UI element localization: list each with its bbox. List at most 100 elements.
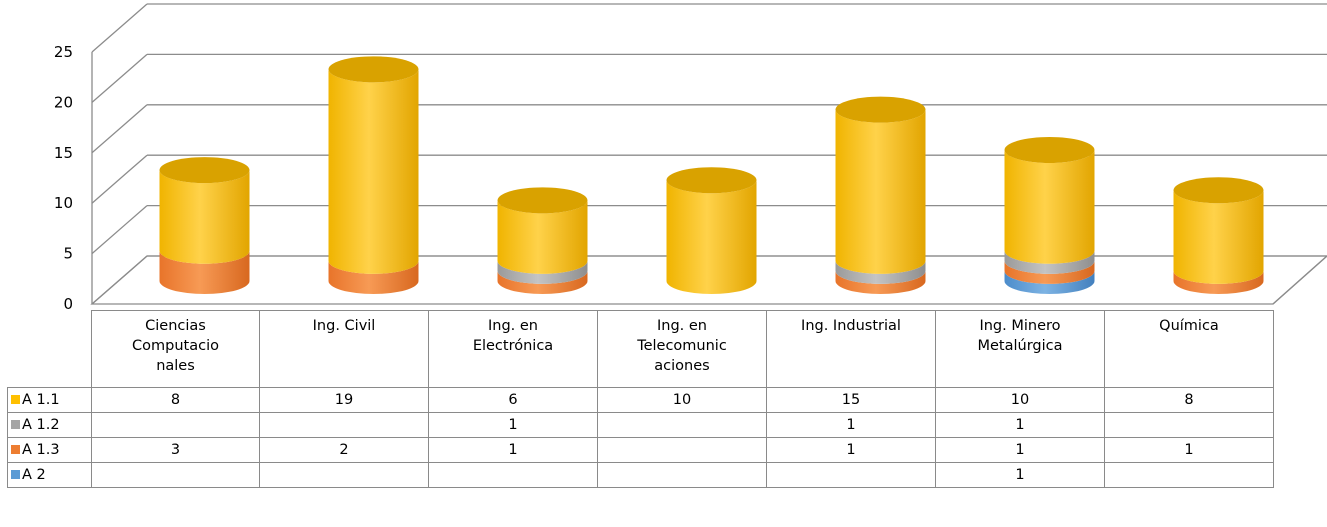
category-label: Química xyxy=(1104,310,1274,388)
legend-swatch xyxy=(11,395,20,404)
data-label xyxy=(1104,462,1274,488)
category-label: Ing. en Electrónica xyxy=(428,310,598,388)
gridline xyxy=(91,53,1327,103)
category-label-line: Química xyxy=(1159,318,1219,334)
data-label: 1 xyxy=(766,437,936,463)
data-label: 15 xyxy=(766,387,936,413)
bar-segment-A1-2 xyxy=(835,260,926,284)
legend-label: A 1.3 xyxy=(22,442,60,458)
bar-segment-A1-3 xyxy=(1004,260,1095,284)
legend-entry: A 2 xyxy=(7,462,92,488)
legend-swatch xyxy=(11,420,20,429)
table-row: A 1.3 3 2 1 1 1 1 xyxy=(7,437,1274,463)
bar-stack xyxy=(1004,136,1095,294)
legend-entry: A 1.1 xyxy=(7,387,92,413)
data-label xyxy=(597,462,767,488)
bar-top-cap xyxy=(1173,177,1264,204)
bars xyxy=(159,56,1264,294)
legend-label: A 2 xyxy=(22,467,46,483)
category-label: Ing. Minero Metalúrgica xyxy=(935,310,1105,388)
category-label-line: Ing. en xyxy=(657,318,707,334)
category-label-line: Ing. Minero xyxy=(979,318,1061,334)
data-label xyxy=(91,412,260,438)
data-label xyxy=(259,462,429,488)
data-label xyxy=(259,412,429,438)
bar-segment-A1-1 xyxy=(497,200,588,274)
bar-segment-A1-3 xyxy=(159,250,250,294)
legend-swatch xyxy=(11,445,20,454)
data-label: 1 xyxy=(428,412,598,438)
bar-segment-A1-3 xyxy=(497,270,588,294)
data-label: 19 xyxy=(259,387,429,413)
data-label: 10 xyxy=(935,387,1105,413)
data-label: 2 xyxy=(259,437,429,463)
data-label xyxy=(428,462,598,488)
data-label: 8 xyxy=(91,387,260,413)
bar-stack xyxy=(1173,177,1264,294)
chart: 0 5 10 15 20 25 xyxy=(54,3,1327,312)
y-tick-label: 25 xyxy=(54,43,73,61)
data-label: 10 xyxy=(597,387,767,413)
data-label xyxy=(91,462,260,488)
category-label-line: Ing. en xyxy=(488,318,538,334)
data-label: 1 xyxy=(766,412,936,438)
y-tick-label: 15 xyxy=(54,144,73,162)
bar-stack xyxy=(497,187,588,294)
category-label-line: Metalúrgica xyxy=(977,338,1063,354)
data-label: 3 xyxy=(91,437,260,463)
data-label: 1 xyxy=(935,412,1105,438)
gridline xyxy=(91,104,1327,154)
bar-stack xyxy=(159,157,250,294)
data-label xyxy=(597,412,767,438)
bar-segment-A1-1 xyxy=(835,109,926,274)
gridline xyxy=(91,3,1327,53)
category-label-line: Computacio xyxy=(132,338,219,354)
category-label-line: nales xyxy=(156,358,195,374)
bar-top-cap xyxy=(1004,136,1095,163)
y-tick-label: 10 xyxy=(54,194,73,212)
data-label xyxy=(1104,412,1274,438)
y-tick-label: 20 xyxy=(54,93,73,111)
bar-top-cap xyxy=(835,96,926,123)
table-row: A 2 1 xyxy=(7,462,1274,488)
data-label: 1 xyxy=(935,462,1105,488)
legend-label: A 1.1 xyxy=(22,392,60,408)
legend-entry: A 1.3 xyxy=(7,437,92,463)
bar-top-cap xyxy=(328,56,419,83)
bar-segment-A1-1 xyxy=(1004,149,1095,264)
bar-segment-A1-2 xyxy=(1004,250,1095,274)
data-label xyxy=(766,462,936,488)
bar-segment-A1-1 xyxy=(1173,190,1264,284)
category-label: Ing. en Telecomunic aciones xyxy=(597,310,767,388)
legend-entry: A 1.2 xyxy=(7,412,92,438)
category-label-line: Electrónica xyxy=(472,338,554,354)
category-label-line: Ing. Civil xyxy=(312,318,376,334)
bar-top-cap xyxy=(497,187,588,214)
bar-segment-A1-1 xyxy=(328,69,419,274)
category-label-line: Ing. Industrial xyxy=(801,318,901,334)
bar-segment-A1-2 xyxy=(497,260,588,284)
bar-segment-A1-1 xyxy=(666,180,757,294)
table-corner xyxy=(7,310,92,388)
table-row: A 1.2 1 1 1 xyxy=(7,412,1274,438)
bar-segment-A1-3 xyxy=(835,270,926,294)
bar-segment-A1-3 xyxy=(328,260,419,294)
bar-segment-A2 xyxy=(1004,270,1095,294)
category-label-line: Ciencias xyxy=(145,318,206,334)
data-table: Ciencias Computacio nales Ing. Civil Ing. en… xyxy=(7,310,1274,488)
y-tick-label: 5 xyxy=(63,245,73,263)
category-label: Ing. Civil xyxy=(259,310,429,388)
bar-top-cap xyxy=(159,157,250,184)
bar-segment-A1-1 xyxy=(159,170,250,264)
bar-stack xyxy=(835,96,926,294)
table-row: A 1.1 8 19 6 10 15 10 8 xyxy=(7,387,1274,413)
category-label: Ciencias Computacio nales xyxy=(91,310,260,388)
bar-segment-A1-3 xyxy=(1173,270,1264,294)
y-axis: 0 5 10 15 20 25 xyxy=(54,43,73,312)
data-label: 1 xyxy=(428,437,598,463)
category-label-line: aciones xyxy=(654,358,710,374)
data-label: 1 xyxy=(1104,437,1274,463)
bar-stack xyxy=(328,56,419,294)
legend-swatch xyxy=(11,470,20,479)
data-label xyxy=(597,437,767,463)
